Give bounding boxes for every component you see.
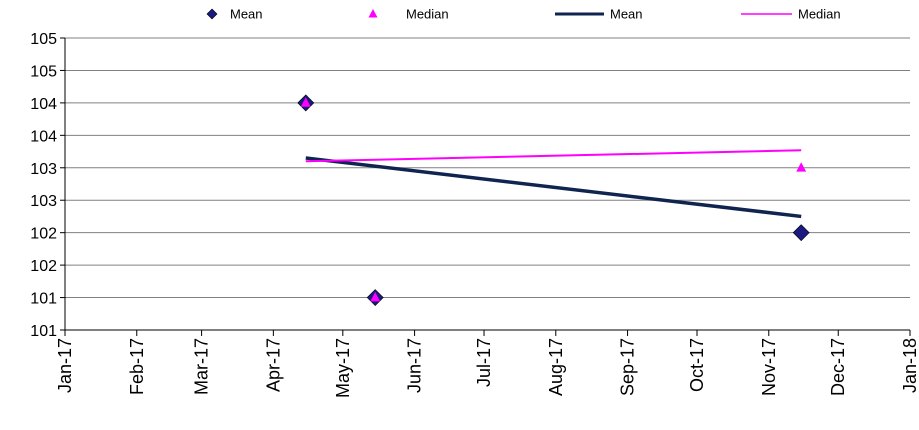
- y-tick-label: 104: [30, 96, 57, 113]
- trendline-median: [305, 149, 802, 163]
- x-tick-label: Nov-17: [759, 338, 779, 396]
- legend-item: Median: [741, 7, 841, 22]
- legend-item: Mean: [206, 7, 263, 22]
- x-tick-label: Jun-17: [405, 338, 425, 393]
- y-tick-label: 103: [30, 193, 57, 210]
- median-point: [796, 162, 807, 172]
- x-tick-label: Mar-17: [192, 338, 212, 395]
- legend-label: Median: [798, 7, 841, 22]
- x-tick-label: Apr-17: [263, 338, 283, 392]
- x-tick-label: May-17: [333, 338, 353, 398]
- legend-triangle-icon: [368, 9, 378, 18]
- trendlines: [305, 149, 802, 219]
- legend-item: Median: [368, 7, 449, 22]
- y-tick-label: 102: [30, 258, 57, 275]
- y-tick-label: 104: [30, 128, 57, 145]
- grid-lines: [65, 37, 910, 331]
- y-tick-label: 102: [30, 226, 57, 243]
- y-tick-label: 105: [30, 31, 57, 48]
- data-markers: [297, 94, 810, 306]
- x-tick-label: Aug-17: [546, 338, 566, 396]
- legend-diamond-icon: [206, 8, 218, 20]
- y-tick-label: 101: [30, 323, 57, 340]
- x-tick-label: Jan-18: [900, 338, 919, 393]
- legend-label: Median: [406, 7, 449, 22]
- x-tick-label: Jan-17: [55, 338, 75, 393]
- x-tick-label: Jul-17: [474, 338, 494, 387]
- median-point: [370, 292, 381, 302]
- x-tick-label: Feb-17: [127, 338, 147, 395]
- x-tick-label: Dec-17: [828, 338, 848, 396]
- trendline-mean: [305, 156, 802, 219]
- y-tick-label: 103: [30, 161, 57, 178]
- chart-axes: 101 101 102 102 103 103 104 104 105 105 Jan-17 Feb-…: [30, 31, 919, 398]
- legend-label: Mean: [230, 7, 263, 22]
- legend-label: Mean: [610, 7, 643, 22]
- x-tick-label: Sep-17: [618, 338, 638, 396]
- x-tick-label: Oct-17: [687, 338, 707, 392]
- mean-point: [792, 224, 810, 242]
- chart-legend: Mean Median Mean Median: [206, 7, 841, 22]
- legend-item: Mean: [555, 7, 643, 22]
- median-point: [300, 97, 311, 107]
- y-tick-label: 101: [30, 291, 57, 308]
- y-tick-label: 105: [30, 63, 57, 80]
